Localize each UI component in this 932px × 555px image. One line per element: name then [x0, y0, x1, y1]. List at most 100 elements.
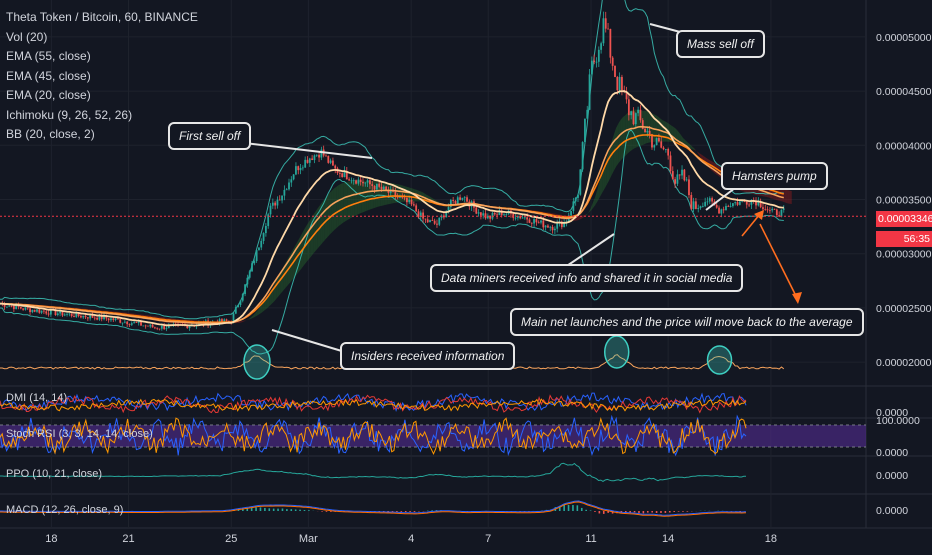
- candle-body: [327, 156, 329, 163]
- candle-body: [681, 170, 683, 176]
- candle-body: [769, 210, 771, 211]
- candle-body: [746, 202, 748, 205]
- candle-body: [142, 326, 144, 327]
- candle-body: [730, 206, 732, 207]
- candle-body: [112, 318, 114, 320]
- candle-body: [640, 110, 642, 120]
- candle-body: [226, 319, 228, 320]
- candle-body: [332, 161, 334, 166]
- candle-body: [614, 66, 616, 77]
- price-tick-label: 0.00004000: [876, 140, 932, 152]
- candle-body: [690, 195, 692, 209]
- candle-body: [290, 179, 292, 182]
- legend-title[interactable]: Theta Token / Bitcoin, 60, BINANCE: [6, 8, 198, 28]
- legend-item-ema20[interactable]: EMA (20, close): [6, 86, 198, 106]
- candle-body: [362, 182, 364, 183]
- candle-body: [145, 326, 147, 327]
- candle-body: [672, 171, 674, 179]
- callout-data-miners[interactable]: Data miners received info and shared it …: [430, 264, 743, 292]
- candle-body: [554, 229, 556, 231]
- candle-body: [545, 226, 547, 228]
- legend-item-ichimoku[interactable]: Ichimoku (9, 26, 52, 26): [6, 106, 198, 126]
- candle-body: [364, 183, 366, 184]
- candle-body: [656, 138, 658, 145]
- candle-body: [434, 221, 436, 224]
- candle-body: [709, 198, 711, 201]
- candle-body: [8, 306, 10, 307]
- candle-body: [415, 205, 417, 211]
- legend-item-vol[interactable]: Vol (20): [6, 28, 198, 48]
- candle-body: [57, 313, 59, 315]
- candle-body: [399, 197, 401, 198]
- candle-body: [542, 221, 544, 228]
- candle-body: [720, 209, 722, 213]
- candle-body: [94, 318, 96, 319]
- candle-body: [249, 271, 251, 277]
- candle-body: [598, 50, 600, 62]
- macd-bar: [286, 509, 288, 511]
- candle-body: [22, 309, 24, 310]
- macd-bar: [577, 505, 579, 511]
- macd-bar: [581, 508, 583, 511]
- candle-body: [649, 131, 651, 134]
- callout-first-sell-off[interactable]: First sell off: [168, 122, 251, 150]
- legend-item-ema45[interactable]: EMA (45, close): [6, 67, 198, 87]
- candle-body: [341, 173, 343, 177]
- candle-body: [589, 74, 591, 109]
- candle-body: [436, 224, 438, 225]
- macd-bar: [651, 511, 653, 513]
- callout-insiders[interactable]: Insiders received information: [340, 342, 515, 370]
- macd-bar: [405, 511, 407, 512]
- macd-bar: [572, 505, 574, 511]
- cloud-segment: [346, 182, 348, 221]
- legend-item-ema55[interactable]: EMA (55, close): [6, 47, 198, 67]
- macd-bar: [290, 509, 292, 511]
- candle-body: [737, 202, 739, 205]
- macd-bar: [308, 510, 310, 511]
- time-tick-label: 18: [765, 533, 777, 545]
- candle-body: [300, 168, 302, 170]
- candle-body: [431, 220, 433, 221]
- candle-body: [535, 219, 537, 222]
- ppo-axis-label: 0.0000: [876, 470, 908, 482]
- callout-main-net[interactable]: Main net launches and the price will mov…: [510, 308, 864, 336]
- candle-body: [29, 308, 31, 312]
- candle-body: [778, 215, 780, 216]
- candle-body: [260, 241, 262, 248]
- candle-body: [667, 149, 669, 156]
- candle-body: [31, 310, 33, 312]
- candle-body: [529, 219, 531, 222]
- candle-body: [524, 217, 526, 218]
- candle-body: [309, 158, 311, 162]
- candle-body: [293, 174, 295, 179]
- candle-body: [286, 189, 288, 190]
- candle-body: [288, 183, 290, 190]
- candle-body: [281, 196, 283, 201]
- candle-body: [619, 77, 621, 90]
- candle-body: [270, 206, 272, 215]
- candle-body: [36, 309, 38, 311]
- candle-body: [556, 223, 558, 228]
- candle-body: [505, 214, 507, 215]
- candle-body: [572, 201, 574, 211]
- candle-body: [462, 198, 464, 200]
- candle-body: [147, 326, 149, 327]
- time-tick-label: 21: [122, 533, 134, 545]
- callout-hamsters-pump[interactable]: Hamsters pump: [721, 162, 828, 190]
- macd-bar: [273, 509, 275, 511]
- candle-body: [677, 174, 679, 183]
- candle-body: [124, 322, 126, 323]
- candle-body: [503, 214, 505, 215]
- callout-mass-sell-off[interactable]: Mass sell off: [676, 30, 765, 58]
- pane-label-ppo[interactable]: PPO (10, 21, close): [6, 468, 102, 480]
- pane-label-stoch-rsi[interactable]: Stoch RSI (3, 3, 14, 14, close): [6, 428, 153, 440]
- cloud-segment: [332, 188, 334, 232]
- time-tick-label: 7: [485, 533, 491, 545]
- candle-body: [360, 180, 362, 182]
- time-tick-label: 25: [225, 533, 237, 545]
- candle-body: [413, 204, 415, 205]
- candle-body: [404, 198, 406, 199]
- pane-label-dmi[interactable]: DMI (14, 14): [6, 392, 67, 404]
- pane-label-macd[interactable]: MACD (12, 26, close, 9): [6, 504, 123, 516]
